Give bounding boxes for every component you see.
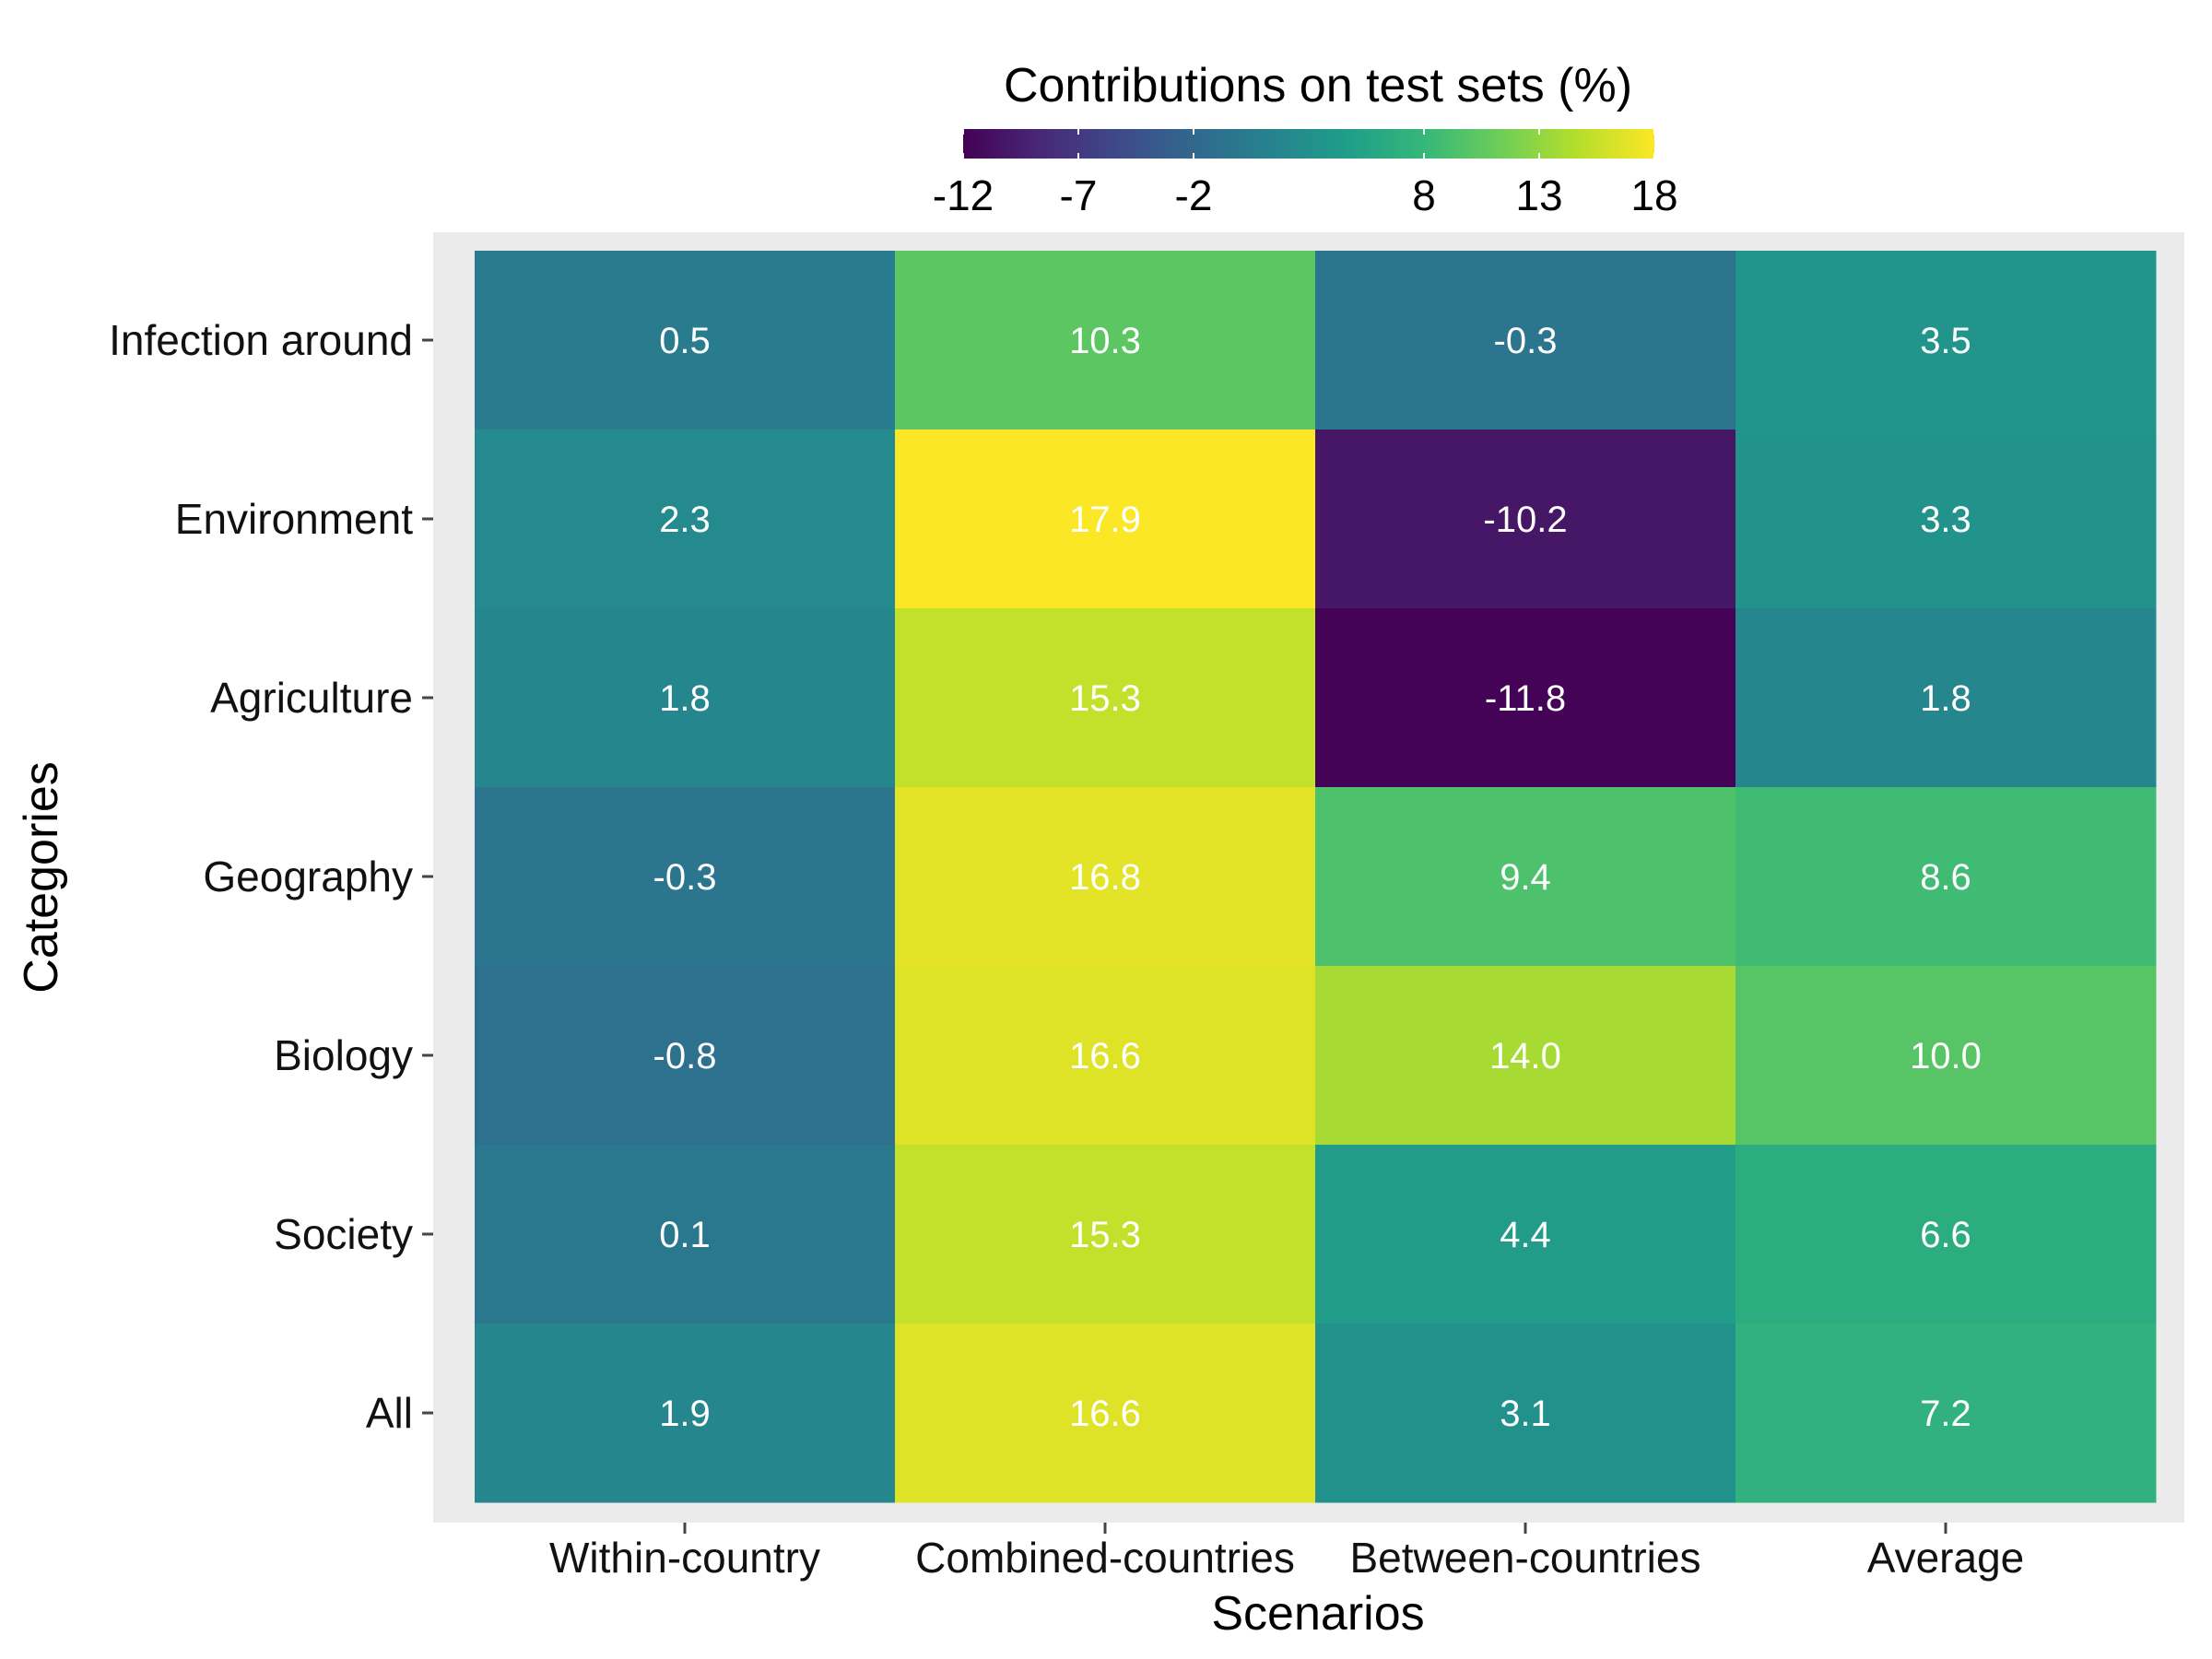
cell-value-label: 16.8 xyxy=(1069,857,1141,898)
cell-value-label: 0.5 xyxy=(659,321,711,361)
cell-value-label: 15.3 xyxy=(1069,1215,1141,1255)
y-tick-label: Infection around xyxy=(109,316,413,364)
legend-tick-label: 8 xyxy=(1412,171,1436,219)
cell-value-label: 14.0 xyxy=(1489,1036,1561,1077)
cell-value-label: 1.9 xyxy=(659,1394,711,1434)
cell-value-label: -11.8 xyxy=(1485,678,1566,719)
x-tick-label: Combined-countries xyxy=(915,1534,1295,1582)
y-tick-label: Agriculture xyxy=(210,674,413,722)
y-tick-label: Geography xyxy=(203,853,413,900)
x-tick-label: Between-countries xyxy=(1350,1534,1701,1582)
legend-tick-label: -2 xyxy=(1175,171,1213,219)
cell-value-label: 9.4 xyxy=(1500,857,1551,898)
color-legend: Contributions on test sets (%) -12 -7 -2 8 1… xyxy=(933,59,1678,219)
cell-value-label: 6.6 xyxy=(1920,1215,1971,1255)
legend-tick-label: 18 xyxy=(1630,171,1677,219)
x-axis: Within-country Combined-countries Between-… xyxy=(549,1523,2024,1582)
cell-value-label: 3.3 xyxy=(1920,500,1971,540)
cell-value-label: 4.4 xyxy=(1500,1215,1551,1255)
y-tick-label: Biology xyxy=(274,1031,413,1079)
cell-value-label: 16.6 xyxy=(1069,1394,1141,1434)
cell-value-label: 3.5 xyxy=(1920,321,1971,361)
legend-tick-label: -7 xyxy=(1060,171,1098,219)
legend-tick-label: 13 xyxy=(1515,171,1562,219)
cell-value-label: 16.6 xyxy=(1069,1036,1141,1077)
heatmap-cells xyxy=(475,251,2157,1503)
y-tick-label: All xyxy=(366,1389,413,1437)
cell-value-label: -0.3 xyxy=(653,857,717,898)
cell-value-label: 0.1 xyxy=(659,1215,711,1255)
legend-title: Contributions on test sets (%) xyxy=(1004,59,1632,112)
cell-value-label: 3.1 xyxy=(1500,1394,1551,1434)
y-tick-label: Society xyxy=(274,1210,413,1258)
x-axis-title: Scenarios xyxy=(1211,1587,1424,1641)
cell-value-label: 10.3 xyxy=(1069,321,1141,361)
x-tick-label: Within-country xyxy=(549,1534,820,1582)
cell-value-label: 17.9 xyxy=(1069,500,1141,540)
x-tick-label: Average xyxy=(1867,1534,2025,1582)
y-axis: Infection around Environment Agriculture Ge… xyxy=(109,316,433,1437)
y-tick-label: Environment xyxy=(175,495,413,543)
cell-value-label: 1.8 xyxy=(659,678,711,719)
cell-value-label: 7.2 xyxy=(1920,1394,1971,1434)
cell-value-label: 8.6 xyxy=(1920,857,1971,898)
cell-value-label: 1.8 xyxy=(1920,678,1971,719)
cell-value-label: 15.3 xyxy=(1069,678,1141,719)
y-axis-title: Categories xyxy=(15,761,68,993)
cell-value-label: -0.8 xyxy=(653,1036,717,1077)
cell-value-label: 2.3 xyxy=(659,500,711,540)
legend-colorbar xyxy=(963,129,1654,159)
legend-tick-label: -12 xyxy=(933,171,994,219)
cell-value-label: -10.2 xyxy=(1483,500,1567,540)
cell-value-label: 10.0 xyxy=(1910,1036,1982,1077)
cell-value-label: -0.3 xyxy=(1494,321,1558,361)
